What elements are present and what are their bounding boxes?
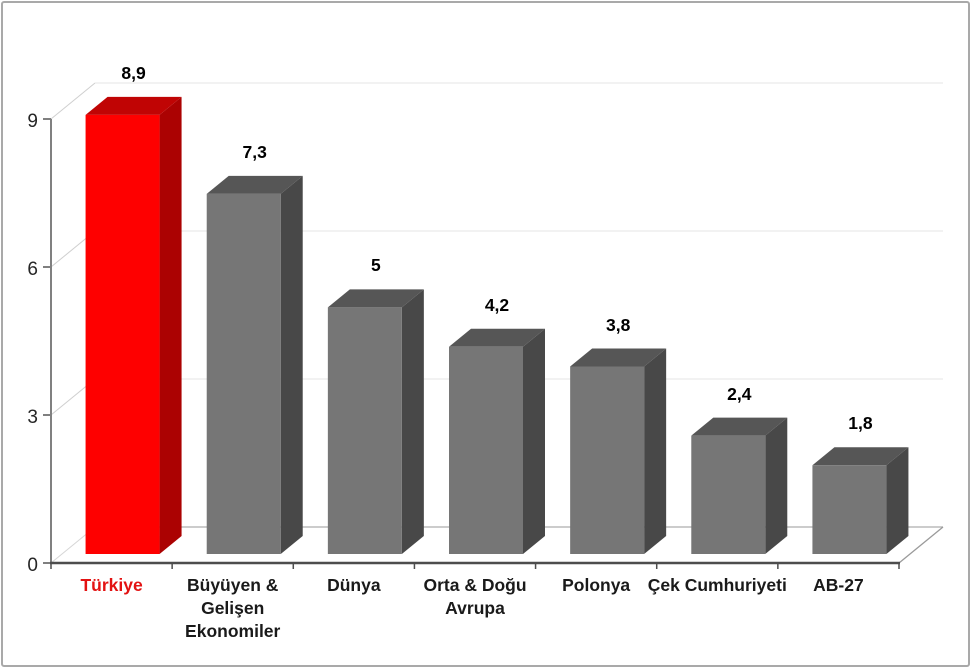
bar-2-front-face: [327, 307, 402, 554]
bar-1-front-face: [206, 193, 281, 555]
bar-0-top-face: [85, 96, 182, 115]
bar-5-top-face: [691, 417, 788, 436]
bar-3-front-face: [449, 346, 523, 554]
bar-3-top-face: [449, 328, 545, 347]
bar-5-front-face: [691, 435, 766, 554]
bar-5: [691, 417, 788, 554]
bar-6-front-face: [812, 465, 887, 554]
bar-1: [206, 175, 303, 555]
bar-4: [570, 348, 667, 554]
bar-6: [812, 447, 909, 554]
bar-6-side-face: [886, 447, 909, 554]
bar-2-side-face: [401, 289, 424, 554]
bar-0: [85, 96, 182, 554]
bar-4-front-face: [570, 366, 645, 554]
bar-4-top-face: [570, 348, 667, 367]
bar-4-side-face: [644, 348, 667, 554]
bar-5-side-face: [765, 417, 788, 554]
bar-3-side-face: [523, 328, 545, 554]
floor-side-edge: [898, 526, 944, 564]
bar-0-front-face: [85, 114, 160, 554]
bar-1-side-face: [280, 175, 303, 555]
bar-2-top-face: [327, 289, 424, 308]
bar-1-top-face: [206, 175, 303, 194]
bar-3: [449, 328, 545, 554]
bar-6-top-face: [812, 447, 909, 466]
bar-2: [327, 289, 424, 554]
gridline-diagonal-9: [50, 82, 96, 120]
bar-0-side-face: [159, 96, 182, 554]
